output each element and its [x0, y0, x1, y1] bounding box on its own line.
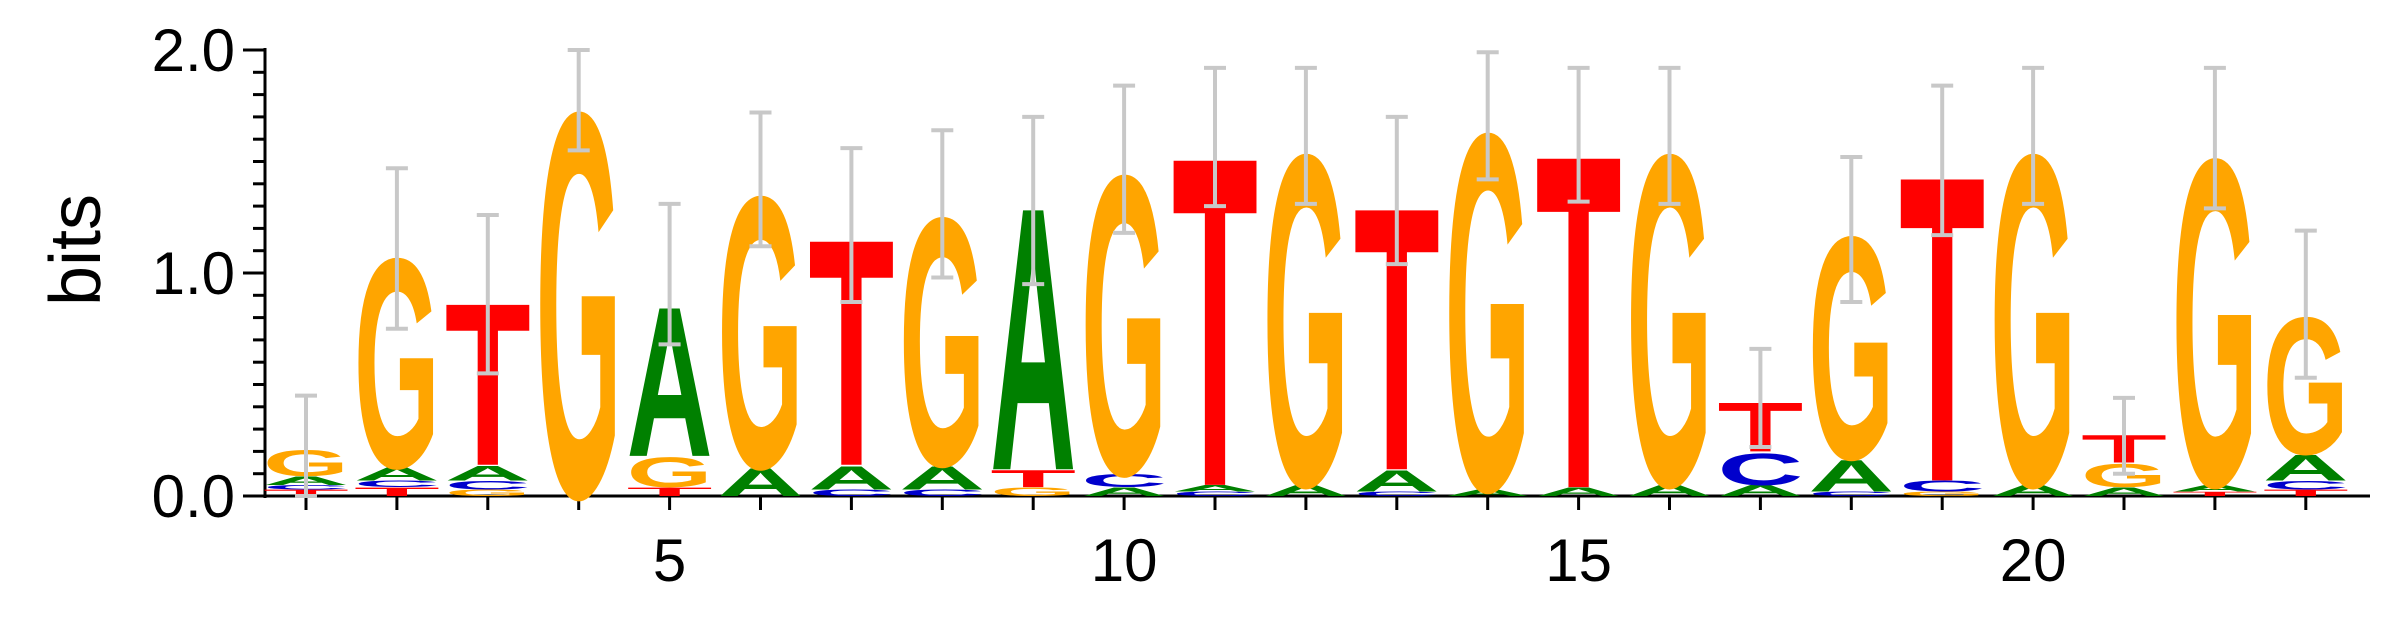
logo-letter-G: G [627, 448, 713, 496]
y-axis: 0.0 1.0 2.0 [152, 17, 267, 530]
logo-letter-A: A [808, 459, 894, 497]
logo-letter-A: A [1354, 464, 1440, 498]
error-bar [385, 166, 408, 331]
logo-letter-A: A [2263, 447, 2349, 488]
logo-letter-C: C [1354, 490, 1440, 497]
logo-letter-A: A [2081, 485, 2167, 499]
logo-letter-A: A [1445, 488, 1531, 498]
logo-letter-A: A [1172, 483, 1258, 493]
logo-letter-T: T [627, 485, 713, 499]
y-tick-label: 2.0 [152, 17, 235, 84]
logo-letter-G: G [445, 488, 531, 498]
logo-letter-C: C [1717, 444, 1803, 495]
error-bar [1476, 50, 1499, 182]
logo-letter-A: A [445, 461, 531, 485]
error-bar [567, 48, 590, 153]
x-tick-label: 15 [1545, 527, 1612, 594]
logo-letter-C: C [2263, 478, 2349, 492]
error-bars [295, 48, 2317, 498]
y-tick-label: 1.0 [152, 240, 235, 307]
error-bar [840, 146, 863, 304]
error-bar [1022, 114, 1045, 287]
logo-letter-C: C [1808, 490, 1894, 497]
x-tick-label: 10 [1091, 527, 1158, 594]
error-bar [1294, 65, 1317, 206]
logo-letter-A: A [1808, 450, 1894, 501]
logo-letter-A: A [899, 459, 985, 497]
logo-letter-C: C [1899, 478, 1985, 495]
error-bar [476, 213, 499, 376]
logo-letter-G: G [1899, 490, 1985, 497]
error-bar [1931, 83, 1954, 238]
error-bar [1658, 65, 1681, 206]
logo-letter-A: A [1990, 482, 2076, 499]
logo-letter-A: A [717, 460, 803, 504]
error-bar [1567, 65, 1590, 204]
logo-letter-C: C [445, 478, 531, 492]
logo-letter-A: A [1263, 482, 1349, 499]
x-tick-label: 5 [653, 527, 686, 594]
error-bar [1113, 83, 1136, 235]
x-axis: 5 10 15 20 [265, 494, 2370, 594]
error-bar [658, 201, 681, 347]
error-bar [295, 393, 317, 498]
logo-letter-T: T [354, 485, 440, 499]
logo-letter-T: T [990, 465, 1076, 492]
y-tick-label: 0.0 [152, 463, 235, 530]
error-bar [931, 128, 954, 280]
error-bar [749, 110, 772, 249]
logo-letter-A: A [2172, 483, 2258, 493]
logo-letter-C: C [899, 488, 985, 498]
error-bar [1749, 346, 1772, 449]
error-bar [1204, 65, 1226, 209]
logo-letter-A: A [1717, 482, 1803, 499]
logo-letter-A: A [1081, 485, 1167, 499]
x-tick-label: 20 [2000, 527, 2067, 594]
error-bar [1840, 155, 1863, 304]
logo-letter-C: C [354, 479, 440, 489]
error-bar [2113, 395, 2135, 476]
logo-letter-T: T [2263, 488, 2349, 498]
logo-letter-G: G [990, 485, 1076, 499]
error-bar [1385, 114, 1408, 267]
logo-letter-A: A [354, 464, 440, 484]
y-axis-label: bits [36, 194, 116, 306]
logo-letter-A: A [1626, 482, 1712, 499]
error-bar [2203, 65, 2226, 211]
logo-letter-C: C [1172, 490, 1258, 497]
logo-letter-T: T [2172, 491, 2258, 498]
logo-letter-C: C [1081, 471, 1167, 491]
error-bar [2294, 228, 2317, 380]
logo-letter-A: A [1536, 485, 1622, 499]
logo-letter-C: C [808, 488, 894, 498]
error-bar [2022, 65, 2045, 206]
